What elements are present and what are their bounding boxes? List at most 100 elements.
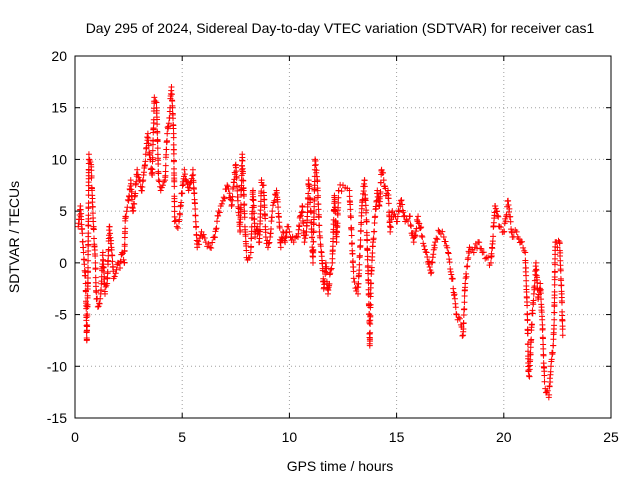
data-point — [201, 234, 208, 241]
data-point — [285, 223, 292, 230]
data-point — [250, 204, 257, 211]
data-point — [315, 206, 322, 213]
data-point — [190, 171, 197, 178]
data-point — [78, 216, 85, 223]
data-point — [89, 195, 96, 202]
data-point — [547, 368, 554, 375]
data-point — [380, 177, 387, 184]
data-point — [250, 197, 257, 204]
data-point — [459, 332, 466, 339]
data-points — [75, 84, 566, 401]
data-point — [310, 228, 317, 235]
data-point — [434, 236, 441, 243]
data-point — [84, 301, 91, 308]
data-point — [134, 171, 141, 178]
data-point — [191, 190, 198, 197]
data-point — [350, 268, 357, 275]
data-point — [444, 244, 451, 251]
data-point — [348, 226, 355, 233]
data-point — [551, 261, 558, 268]
data-point — [420, 240, 427, 247]
data-point — [277, 244, 284, 251]
data-point — [174, 225, 181, 232]
data-point — [155, 161, 162, 168]
data-point — [301, 239, 308, 246]
data-point — [515, 235, 522, 242]
data-point — [387, 224, 394, 231]
data-point — [317, 243, 324, 250]
data-point — [448, 271, 455, 278]
data-point — [84, 321, 91, 328]
data-point — [470, 249, 477, 256]
data-point — [239, 162, 246, 169]
data-point — [135, 174, 142, 181]
data-point — [173, 223, 180, 230]
data-point — [433, 235, 440, 242]
data-point — [85, 156, 92, 163]
data-point — [311, 196, 318, 203]
data-point — [151, 94, 158, 101]
data-point — [275, 204, 282, 211]
data-point — [425, 260, 432, 267]
data-point — [525, 372, 532, 379]
data-point — [302, 235, 309, 242]
data-point — [358, 219, 365, 226]
data-point — [101, 273, 108, 280]
data-point — [307, 209, 314, 216]
data-point — [460, 325, 467, 332]
data-point — [122, 225, 129, 232]
data-point — [79, 230, 86, 237]
data-point — [306, 185, 313, 192]
data-point — [106, 223, 113, 230]
data-point — [179, 190, 186, 197]
data-point — [452, 304, 459, 311]
data-point — [528, 321, 535, 328]
data-point — [428, 269, 435, 276]
data-point — [527, 344, 534, 351]
y-tick-label: 0 — [59, 255, 67, 271]
data-point — [415, 213, 422, 220]
data-point — [152, 98, 159, 105]
data-point — [531, 283, 538, 290]
data-point — [178, 199, 185, 206]
data-point — [331, 196, 338, 203]
data-point — [478, 245, 485, 252]
data-point — [168, 84, 175, 91]
data-point — [155, 177, 162, 184]
data-point — [374, 187, 381, 194]
data-point — [84, 274, 91, 281]
data-point — [309, 234, 316, 241]
data-point — [232, 171, 239, 178]
data-point — [356, 252, 363, 259]
data-point — [109, 252, 116, 259]
data-point — [98, 286, 105, 293]
data-point — [558, 299, 565, 306]
data-point — [154, 121, 161, 128]
data-point — [234, 187, 241, 194]
data-point — [159, 182, 166, 189]
data-point — [506, 205, 513, 212]
x-tick-label: 20 — [496, 429, 512, 445]
data-point — [269, 202, 276, 209]
data-point — [408, 223, 415, 230]
y-tick-label: 10 — [51, 151, 67, 167]
data-point — [355, 290, 362, 297]
data-point — [456, 315, 463, 322]
data-point — [522, 259, 529, 266]
data-point — [327, 266, 334, 273]
data-point — [128, 188, 135, 195]
data-point — [367, 301, 374, 308]
data-point — [399, 201, 406, 208]
data-point — [333, 239, 340, 246]
data-point — [507, 213, 514, 220]
data-point — [419, 234, 426, 240]
data-point — [422, 248, 429, 255]
data-point — [551, 288, 558, 295]
data-point — [89, 204, 96, 211]
data-point — [364, 237, 371, 244]
data-point — [171, 208, 178, 215]
data-point — [494, 208, 501, 215]
data-point — [541, 378, 548, 385]
data-point — [85, 247, 92, 254]
data-point — [85, 257, 92, 264]
